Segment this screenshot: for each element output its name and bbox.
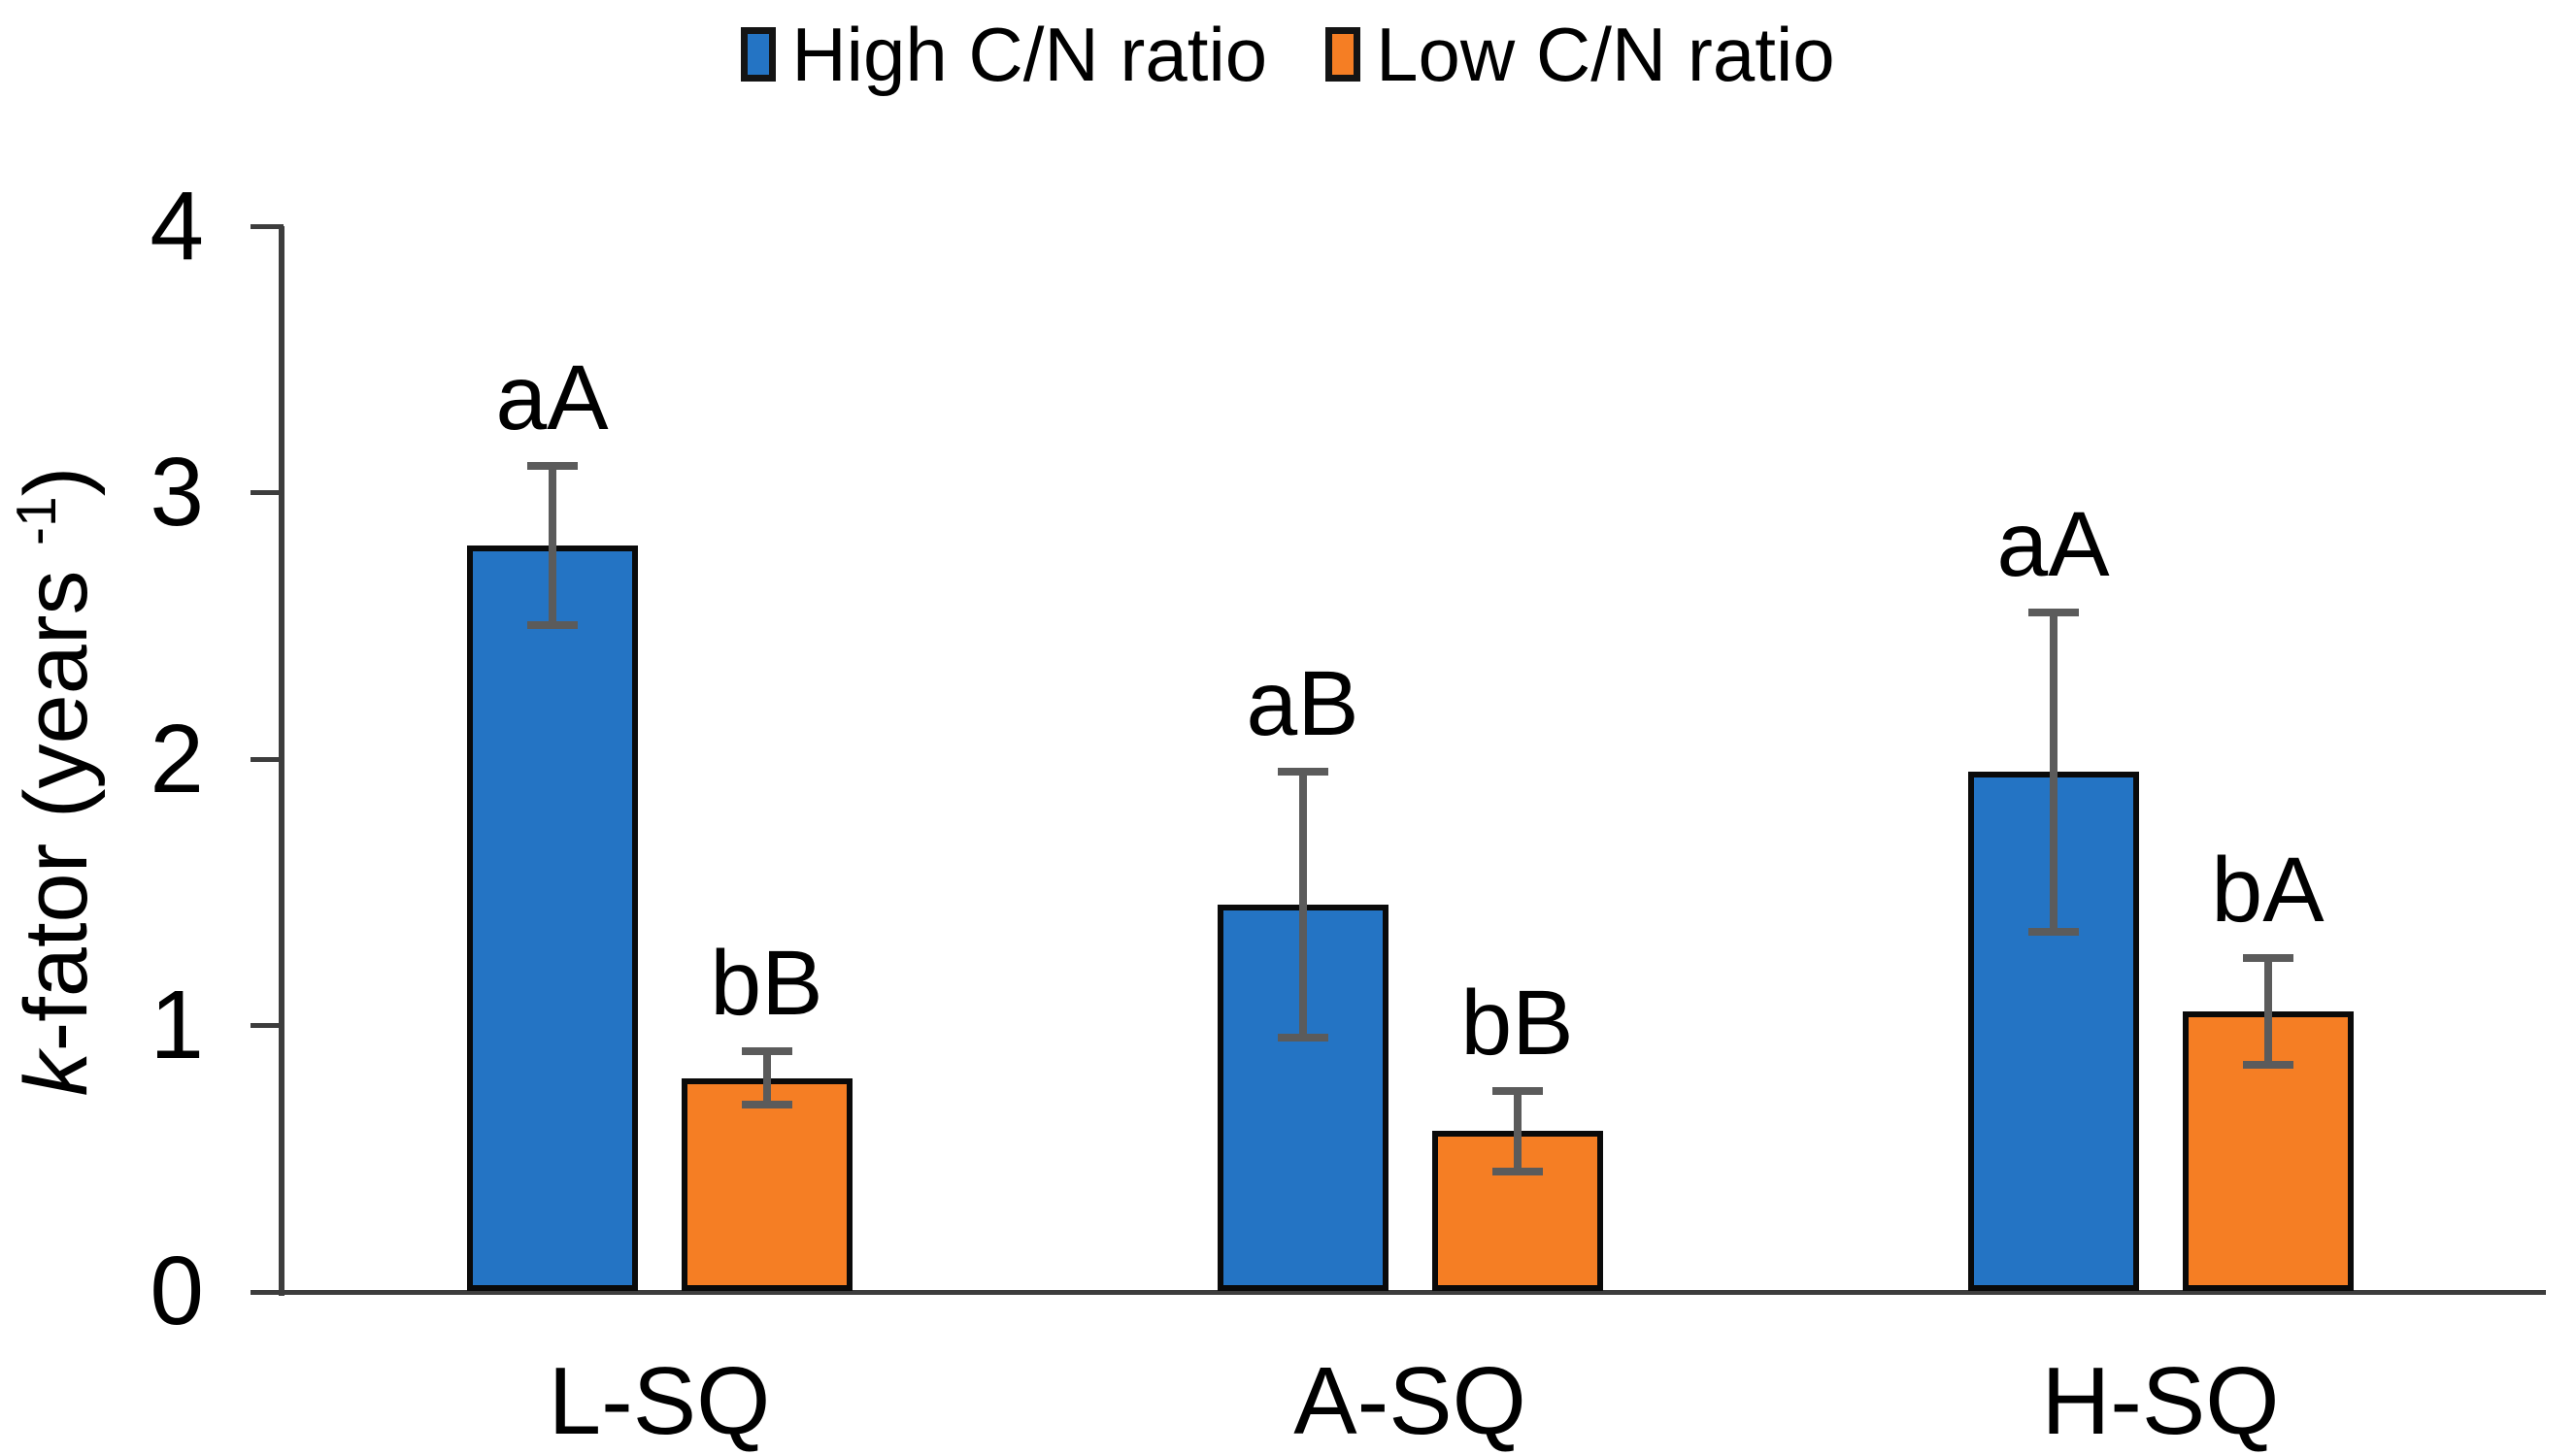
- legend-swatch-high-cn-icon: [741, 27, 777, 82]
- error-bar-line: [1513, 1091, 1522, 1172]
- y-tick-label: 3: [150, 438, 204, 547]
- y-tick-label: 2: [150, 704, 204, 813]
- legend-item-low-cn: Low C/N ratio: [1325, 10, 1835, 99]
- error-bar-cap-top: [1277, 768, 1328, 777]
- error-bar-cap-bottom: [1277, 1034, 1328, 1042]
- error-bar-cap-top: [2027, 608, 2079, 616]
- significance-label: bB: [1460, 972, 1574, 1075]
- legend-swatch-low-cn-icon: [1325, 27, 1361, 82]
- significance-label: aA: [495, 346, 609, 449]
- error-bar-cap-bottom: [1491, 1167, 1543, 1175]
- y-tick-label: 1: [150, 970, 204, 1079]
- significance-label: aA: [1996, 492, 2110, 596]
- bar-low-c-n-ratio-h-sq: [2182, 1011, 2354, 1291]
- legend: High C/N ratio Low C/N ratio: [0, 10, 2576, 99]
- legend-item-high-cn: High C/N ratio: [741, 10, 1267, 99]
- y-tick-mark: [251, 756, 284, 762]
- legend-label-low-cn: Low C/N ratio: [1376, 12, 1835, 97]
- error-bar-line: [2049, 612, 2057, 932]
- error-bar-cap-bottom: [2027, 927, 2079, 936]
- y-tick-mark: [251, 490, 284, 496]
- bar-low-c-n-ratio-l-sq: [681, 1077, 853, 1291]
- significance-label: bA: [2211, 839, 2325, 942]
- significance-label: bB: [710, 932, 823, 1036]
- x-axis-line: [251, 1290, 2546, 1295]
- x-tick-label-a-sq: A-SQ: [1293, 1347, 1526, 1454]
- bar-high-c-n-ratio-l-sq: [466, 546, 638, 1291]
- legend-label-high-cn: High C/N ratio: [791, 12, 1268, 97]
- error-bar-line: [2263, 958, 2272, 1065]
- y-tick-label: 4: [150, 172, 204, 281]
- error-bar-cap-top: [1491, 1087, 1543, 1096]
- y-tick-mark: [251, 1022, 284, 1028]
- y-tick-mark: [251, 224, 284, 229]
- significance-label: aB: [1246, 652, 1359, 756]
- error-bar-cap-bottom: [2242, 1060, 2293, 1069]
- x-tick-label-l-sq: L-SQ: [548, 1347, 771, 1454]
- error-bar-line: [1298, 772, 1307, 1039]
- error-bar-line: [548, 465, 556, 626]
- y-tick-label: 0: [150, 1237, 204, 1345]
- x-tick-label-h-sq: H-SQ: [2041, 1347, 2280, 1454]
- error-bar-cap-top: [526, 461, 578, 470]
- error-bar-line: [762, 1051, 771, 1106]
- error-bar-cap-bottom: [741, 1101, 792, 1109]
- error-bar-cap-top: [2242, 954, 2293, 963]
- error-bar-cap-bottom: [526, 621, 578, 630]
- error-bar-cap-top: [741, 1047, 792, 1056]
